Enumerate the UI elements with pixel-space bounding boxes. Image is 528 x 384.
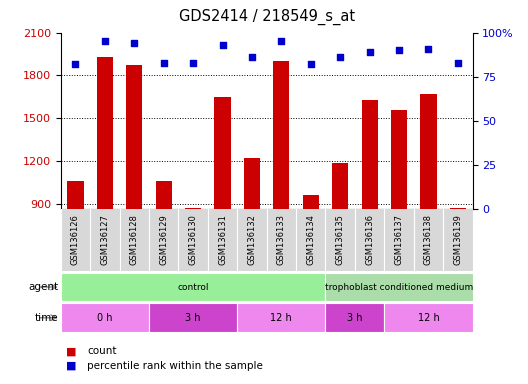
Text: GSM136127: GSM136127 [100, 214, 109, 265]
Text: time: time [34, 313, 58, 323]
Text: percentile rank within the sample: percentile rank within the sample [87, 361, 263, 371]
Text: GSM136139: GSM136139 [454, 214, 463, 265]
Bar [450, 208, 466, 209]
Text: GSM136137: GSM136137 [394, 214, 403, 265]
Point [336, 54, 344, 60]
Text: ■: ■ [66, 346, 77, 356]
Bar [384, 303, 473, 332]
Bar [325, 303, 384, 332]
Text: control: control [177, 283, 209, 291]
Text: GDS2414 / 218549_s_at: GDS2414 / 218549_s_at [178, 9, 355, 25]
Bar [362, 99, 378, 209]
Text: GSM136135: GSM136135 [336, 214, 345, 265]
Bar [274, 61, 289, 209]
Bar [185, 208, 201, 209]
Bar [149, 303, 237, 332]
Text: 3 h: 3 h [185, 313, 201, 323]
Text: GSM136128: GSM136128 [130, 214, 139, 265]
Point [424, 45, 432, 51]
Point [395, 47, 403, 53]
Text: GSM136138: GSM136138 [424, 214, 433, 265]
Bar [61, 273, 325, 301]
Bar [237, 303, 325, 332]
Point [159, 60, 168, 66]
Point [365, 49, 374, 55]
Bar [420, 94, 437, 209]
Text: trophoblast conditioned medium: trophoblast conditioned medium [325, 283, 473, 291]
Bar [391, 110, 407, 209]
Point [307, 61, 315, 68]
Bar [214, 97, 231, 209]
Text: GSM136129: GSM136129 [159, 214, 168, 265]
Point [248, 54, 256, 60]
Bar [244, 158, 260, 209]
Text: GSM136132: GSM136132 [248, 214, 257, 265]
Point [130, 40, 138, 46]
Point [71, 61, 80, 68]
Bar [97, 57, 113, 209]
Text: agent: agent [28, 282, 58, 292]
Text: 12 h: 12 h [270, 313, 292, 323]
Bar [126, 65, 143, 209]
Text: GSM136136: GSM136136 [365, 214, 374, 265]
Text: count: count [87, 346, 117, 356]
Bar [332, 163, 348, 209]
Text: GSM136131: GSM136131 [218, 214, 227, 265]
Text: GSM136126: GSM136126 [71, 214, 80, 265]
Point [454, 60, 462, 66]
Text: ■: ■ [66, 361, 77, 371]
Text: 0 h: 0 h [97, 313, 112, 323]
Bar [68, 181, 83, 209]
Text: 12 h: 12 h [418, 313, 439, 323]
Point [189, 60, 197, 66]
Text: GSM136133: GSM136133 [277, 214, 286, 265]
Bar [325, 273, 473, 301]
Text: 3 h: 3 h [347, 313, 363, 323]
Bar [61, 303, 149, 332]
Point [101, 38, 109, 45]
Text: GSM136134: GSM136134 [306, 214, 315, 265]
Point [277, 38, 286, 45]
Bar [303, 195, 319, 209]
Point [218, 42, 227, 48]
Text: GSM136130: GSM136130 [188, 214, 197, 265]
Bar [156, 181, 172, 209]
